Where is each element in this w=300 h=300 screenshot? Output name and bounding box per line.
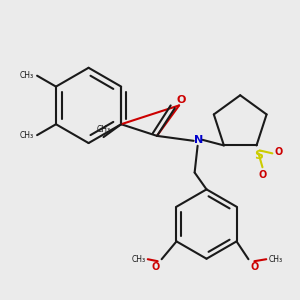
Text: S: S: [254, 149, 263, 162]
Text: N: N: [194, 135, 203, 145]
Text: O: O: [258, 170, 267, 180]
Text: O: O: [250, 262, 259, 272]
Text: CH₃: CH₃: [97, 125, 111, 134]
Text: O: O: [152, 262, 160, 272]
Text: CH₃: CH₃: [20, 130, 34, 140]
Text: O: O: [274, 147, 283, 158]
Text: CH₃: CH₃: [268, 255, 282, 264]
Text: CH₃: CH₃: [132, 255, 146, 264]
Text: CH₃: CH₃: [20, 71, 34, 80]
Text: O: O: [177, 95, 186, 105]
